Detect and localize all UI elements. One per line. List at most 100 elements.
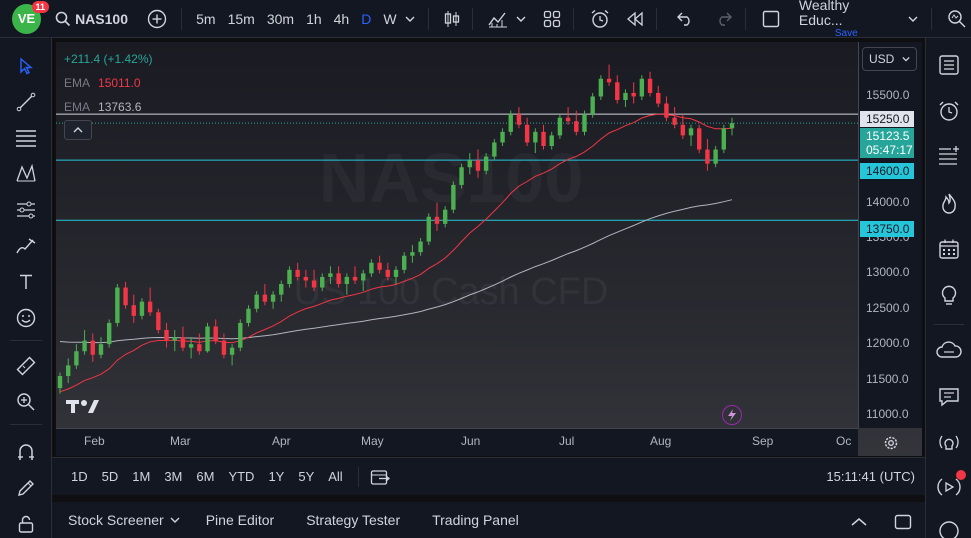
range-all[interactable]: All: [328, 469, 343, 484]
chart-legend: +211.4 (+1.42%) EMA 15011.0 EMA 13763.6: [64, 50, 153, 122]
timeframe-d[interactable]: D: [361, 10, 372, 27]
candle: [475, 149, 481, 178]
range-1m[interactable]: 1M: [132, 469, 151, 484]
candle: [713, 146, 718, 168]
tab-pine-editor[interactable]: Pine Editor: [205, 512, 275, 528]
price-tick: 11500.0: [866, 371, 909, 386]
divider: [931, 7, 932, 30]
timeframe-4h[interactable]: 4h: [333, 10, 350, 27]
range-ytd[interactable]: YTD: [228, 469, 255, 484]
indicators-dropdown[interactable]: [512, 0, 529, 38]
brush-tool[interactable]: [12, 232, 40, 260]
flame-icon: [942, 193, 956, 214]
lock-tool[interactable]: [12, 510, 40, 538]
text-t-icon: [20, 274, 32, 289]
layout-name-button[interactable]: Wealthy Educ... Save: [799, 0, 894, 39]
range-5d[interactable]: 5D: [101, 469, 119, 484]
price-plot[interactable]: NAS100 US 100 Cash CFD: [56, 42, 922, 456]
candle: [582, 110, 587, 136]
currency-select[interactable]: USD: [862, 47, 917, 71]
range-3m[interactable]: 3M: [164, 469, 183, 484]
top-toolbar: VE 11 NAS100 5m 15m 30m 1h 4h D W We: [0, 0, 971, 39]
icon-tool[interactable]: [12, 304, 40, 332]
streams-button[interactable]: [934, 382, 964, 412]
ema-fast-value: 15011.0: [98, 76, 141, 90]
chart-type-button[interactable]: [437, 0, 466, 38]
chats-button[interactable]: [934, 336, 964, 366]
user-avatar[interactable]: VE 11: [12, 0, 50, 34]
tab-stock-screener[interactable]: Stock Screener: [52, 512, 190, 528]
indicators-button[interactable]: [483, 0, 512, 38]
timeframe-30m[interactable]: 30m: [266, 10, 295, 27]
forecast-icon: [17, 201, 35, 219]
candle: [238, 319, 243, 352]
measure-tool[interactable]: [12, 352, 40, 380]
templates-button[interactable]: [538, 0, 567, 38]
chevron-up-icon: [851, 518, 867, 526]
layout-dropdown[interactable]: [904, 0, 923, 38]
time-scale[interactable]: [56, 428, 858, 456]
stay-drawing-tool[interactable]: [12, 474, 40, 502]
notifications-button[interactable]: [934, 470, 966, 502]
calendar-goto-icon: [370, 469, 390, 485]
range-1y[interactable]: 1Y: [268, 469, 285, 484]
search-icon: [55, 11, 71, 26]
candle: [500, 128, 505, 146]
timeframe-dropdown[interactable]: [403, 0, 419, 38]
alerts-button[interactable]: [934, 96, 964, 126]
pattern-tool[interactable]: [12, 160, 40, 188]
candle: [508, 110, 513, 136]
chart-pane[interactable]: NAS100 US 100 Cash CFD +211.4 (+1.42%) EM…: [56, 42, 922, 456]
plus-circle-icon: [147, 9, 166, 28]
alert-button[interactable]: [586, 0, 615, 38]
watchlist-button[interactable]: [934, 50, 964, 80]
chat-bubble-icon: [939, 388, 959, 407]
list-icon: [939, 55, 959, 75]
timeframe-1h[interactable]: 1h: [306, 10, 322, 27]
trend-line-tool[interactable]: [12, 88, 40, 116]
text-tool[interactable]: [12, 268, 40, 296]
smiley-icon: [16, 308, 36, 328]
magnet-tool[interactable]: [12, 438, 40, 466]
redo-button[interactable]: [710, 0, 739, 38]
ema-fast-line: [59, 113, 733, 393]
candle: [664, 96, 669, 122]
goto-date-button[interactable]: [367, 464, 393, 490]
hotlists-button[interactable]: [934, 188, 964, 218]
undo-button[interactable]: [671, 0, 700, 38]
timeframe-5m[interactable]: 5m: [196, 10, 216, 27]
lightning-button[interactable]: [722, 405, 742, 425]
range-5y[interactable]: 5Y: [298, 469, 315, 484]
data-window-button[interactable]: [934, 142, 964, 172]
range-6m[interactable]: 6M: [196, 469, 215, 484]
panel-expand-button[interactable]: [847, 510, 871, 534]
fib-tool[interactable]: [12, 124, 40, 152]
zoom-tool[interactable]: [12, 388, 40, 416]
calendar-button[interactable]: [934, 234, 964, 264]
tab-strategy-tester[interactable]: Strategy Tester: [306, 512, 401, 528]
compare-symbol-button[interactable]: [144, 0, 169, 38]
candle: [574, 110, 579, 136]
symbol-search-button[interactable]: NAS100: [55, 0, 128, 38]
broadcast-button[interactable]: [934, 428, 964, 458]
timeframe-w[interactable]: W: [383, 10, 397, 27]
legend-collapse-button[interactable]: [64, 120, 92, 140]
candle: [680, 114, 686, 139]
chart-settings-button[interactable]: [880, 433, 902, 453]
range-1d[interactable]: 1D: [71, 469, 88, 484]
replay-button[interactable]: [621, 0, 650, 38]
timezone-clock[interactable]: 15:11:41 (UTC): [826, 469, 915, 484]
timeframe-15m[interactable]: 15m: [227, 10, 255, 27]
ideas-button[interactable]: [934, 280, 964, 310]
help-button[interactable]: [934, 516, 964, 538]
panel-maximize-button[interactable]: [891, 510, 915, 534]
cursor-tool[interactable]: [12, 52, 40, 80]
layout-select-button[interactable]: [758, 0, 785, 38]
forecast-tool[interactable]: [12, 196, 40, 224]
rewind-icon: [627, 11, 643, 26]
level-label-low: 13750.0: [860, 221, 914, 237]
currency-label: USD: [869, 52, 895, 66]
candle: [246, 305, 251, 327]
quick-search-button[interactable]: [942, 0, 971, 38]
tab-trading-panel[interactable]: Trading Panel: [432, 512, 519, 528]
